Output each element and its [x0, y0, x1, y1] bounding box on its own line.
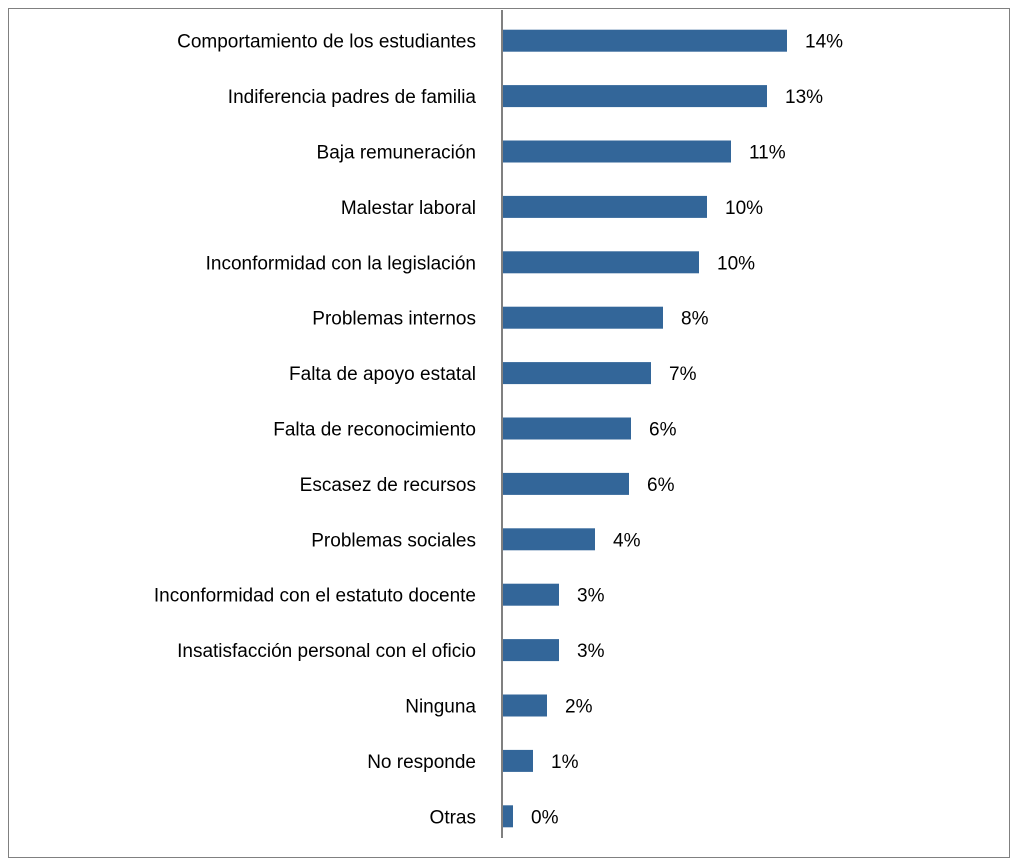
category-label: Insatisfacción personal con el oficio [177, 641, 476, 662]
category-label: Inconformidad con la legislación [206, 253, 476, 274]
category-label: Baja remuneración [317, 143, 476, 164]
bar [503, 694, 547, 717]
data-label: 6% [649, 420, 677, 441]
category-label: No responde [367, 752, 476, 773]
bar [503, 805, 513, 828]
bar [503, 639, 559, 662]
category-label: Otras [430, 807, 476, 828]
data-label: 13% [785, 87, 823, 108]
data-label: 8% [681, 309, 709, 330]
bar [503, 417, 631, 440]
bar [503, 251, 699, 274]
category-label: Indiferencia padres de familia [228, 87, 477, 108]
data-label: 7% [669, 364, 697, 385]
bar [503, 583, 559, 606]
data-label: 4% [613, 530, 641, 551]
data-label: 6% [647, 475, 675, 496]
bar [503, 195, 707, 218]
bar [503, 85, 767, 108]
bar [503, 749, 533, 772]
data-label: 0% [531, 807, 559, 828]
bar [503, 140, 731, 163]
bar [503, 29, 787, 52]
category-label: Problemas internos [312, 309, 476, 330]
bar [503, 362, 651, 385]
data-label: 10% [725, 198, 763, 219]
bar [503, 472, 629, 495]
data-label: 14% [805, 32, 843, 53]
category-label: Falta de reconocimiento [273, 420, 476, 441]
category-label: Escasez de recursos [300, 475, 476, 496]
bars-layer [503, 29, 787, 828]
bar [503, 306, 663, 329]
data-label: 3% [577, 586, 605, 607]
data-label: 10% [717, 253, 755, 274]
category-label: Malestar laboral [341, 198, 476, 219]
data-label: 2% [565, 697, 593, 718]
category-label: Inconformidad con el estatuto docente [154, 586, 476, 607]
data-label: 1% [551, 752, 579, 773]
labels-layer: Comportamiento de los estudiantes 14% Indi… [154, 32, 843, 829]
data-label: 3% [577, 641, 605, 662]
category-label: Problemas sociales [311, 530, 476, 551]
category-label: Falta de apoyo estatal [289, 364, 476, 385]
data-label: 11% [749, 143, 786, 164]
bar [503, 528, 595, 551]
category-label: Comportamiento de los estudiantes [177, 32, 476, 53]
category-label: Ninguna [405, 697, 476, 718]
